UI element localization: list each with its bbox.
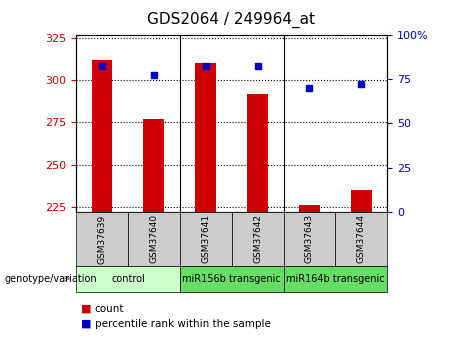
Point [150,72,158,78]
Text: count: count [95,304,124,314]
Text: GSM37643: GSM37643 [305,214,314,264]
Text: ■: ■ [81,304,91,314]
Text: GSM37640: GSM37640 [149,214,159,264]
Bar [92,60,112,212]
Text: GSM37642: GSM37642 [253,214,262,264]
Point [358,81,365,87]
Point [254,64,261,69]
Text: control: control [111,274,145,284]
Point [306,85,313,91]
Point [98,64,106,69]
Text: ■: ■ [81,319,91,328]
Text: genotype/variation: genotype/variation [5,274,97,284]
Text: GDS2064 / 249964_at: GDS2064 / 249964_at [147,12,314,28]
Point [202,64,209,69]
Bar [247,94,268,212]
Bar [143,119,164,212]
Bar [299,205,320,212]
Text: miR164b transgenic: miR164b transgenic [286,274,384,284]
Text: miR156b transgenic: miR156b transgenic [182,274,281,284]
Bar [195,63,216,212]
Bar [351,190,372,212]
Text: percentile rank within the sample: percentile rank within the sample [95,319,271,328]
Text: GSM37639: GSM37639 [97,214,106,264]
Text: GSM37641: GSM37641 [201,214,210,264]
Text: GSM37644: GSM37644 [357,214,366,264]
